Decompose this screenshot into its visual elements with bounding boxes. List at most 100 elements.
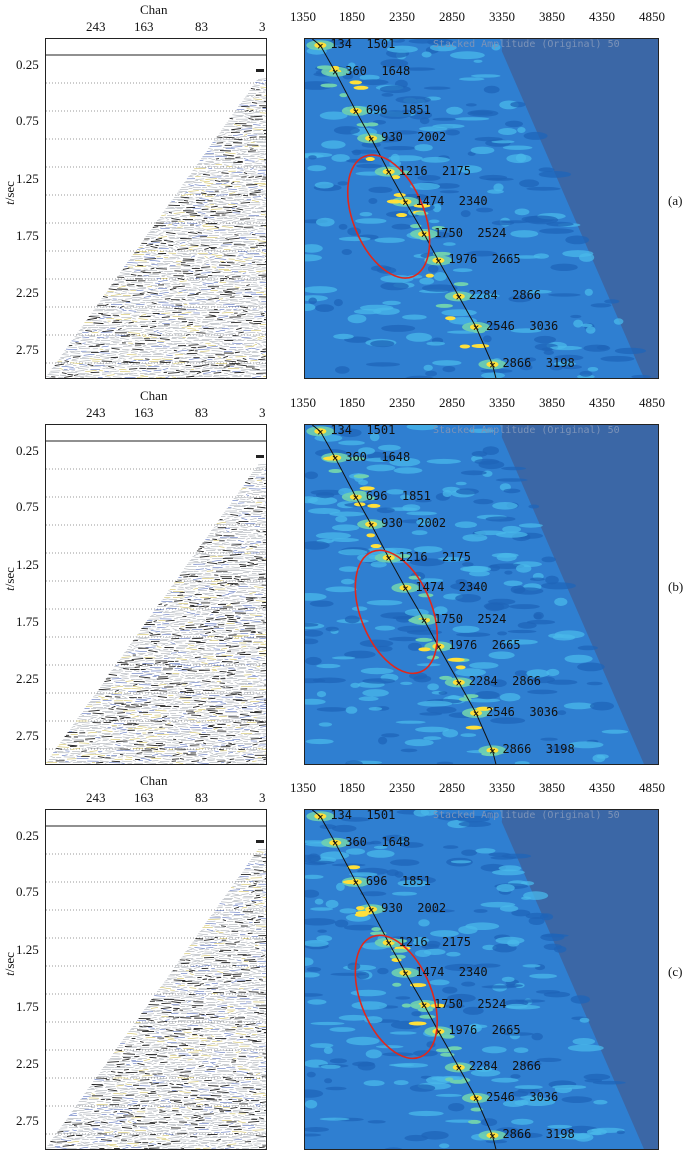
trace-segment bbox=[175, 246, 178, 248]
trace-segment bbox=[200, 547, 205, 548]
semblance-svg: ××××××××××× bbox=[305, 39, 659, 379]
trace-segment bbox=[193, 255, 197, 256]
trace-segment bbox=[208, 760, 215, 761]
trace-segment bbox=[231, 503, 237, 504]
trace-segment bbox=[85, 739, 95, 740]
trace-segment bbox=[189, 185, 195, 186]
trace-segment bbox=[144, 259, 156, 260]
trace-segment bbox=[98, 756, 105, 757]
trace-segment bbox=[217, 137, 223, 138]
trace-segment bbox=[120, 338, 129, 339]
semblance-blob bbox=[369, 707, 383, 711]
semblance-blob bbox=[382, 301, 401, 305]
trace-segment bbox=[227, 927, 235, 929]
trace-segment bbox=[251, 483, 257, 484]
time-tick: 0.25 bbox=[16, 57, 39, 73]
trace-segment bbox=[100, 714, 104, 716]
trace-segment bbox=[190, 304, 196, 305]
trace-segment bbox=[81, 751, 86, 752]
time-axis-label-var: t bbox=[2, 587, 17, 591]
semblance-blob bbox=[526, 187, 560, 191]
trace-segment bbox=[63, 353, 68, 354]
trace-segment bbox=[250, 158, 258, 159]
semblance-blob bbox=[455, 521, 477, 528]
trace-segment bbox=[173, 316, 184, 317]
trace-segment bbox=[113, 377, 122, 378]
trace-segment bbox=[130, 662, 141, 663]
trace-segment bbox=[103, 744, 113, 745]
trace-segment bbox=[265, 851, 268, 852]
trace-segment bbox=[142, 699, 151, 700]
trace-segment bbox=[219, 202, 229, 203]
trace-segment bbox=[137, 711, 141, 712]
semblance-blob bbox=[440, 190, 459, 193]
trace-segment bbox=[203, 366, 209, 367]
trace-segment bbox=[260, 907, 265, 908]
trace-segment bbox=[235, 667, 246, 668]
trace-segment bbox=[165, 360, 173, 361]
trace-segment bbox=[195, 553, 206, 554]
trace-segment bbox=[181, 197, 190, 198]
trace-segment bbox=[183, 665, 191, 666]
trace-segment bbox=[245, 328, 253, 329]
trace-segment bbox=[258, 579, 267, 580]
semblance-blob bbox=[427, 683, 439, 690]
time-axis-label-unit: /sec bbox=[2, 952, 17, 972]
trace-segment bbox=[234, 186, 241, 187]
semblance-blob bbox=[486, 516, 516, 521]
trace-segment bbox=[146, 236, 156, 237]
trace-segment bbox=[261, 597, 267, 598]
velocity-tick: 4850 bbox=[639, 395, 665, 411]
trace-segment bbox=[131, 352, 137, 353]
trace-segment bbox=[179, 712, 182, 713]
trace-segment bbox=[236, 262, 240, 263]
trace-segment bbox=[246, 253, 249, 254]
trace-segment bbox=[219, 716, 228, 717]
trace-segment bbox=[188, 294, 199, 295]
trace-segment bbox=[176, 322, 186, 323]
trace-segment bbox=[249, 885, 256, 886]
trace-segment bbox=[195, 740, 204, 741]
trace-segment bbox=[213, 220, 223, 221]
trace-segment bbox=[151, 241, 162, 242]
trace-segment bbox=[204, 358, 207, 359]
trace-segment bbox=[222, 335, 232, 336]
trace-segment bbox=[52, 378, 64, 379]
trace-segment bbox=[120, 718, 125, 719]
trace-segment bbox=[137, 753, 143, 754]
trace-segment bbox=[249, 924, 253, 925]
trace-segment bbox=[184, 355, 196, 356]
trace-segment bbox=[143, 741, 149, 742]
trace-segment bbox=[222, 225, 226, 226]
trace-segment bbox=[138, 319, 147, 320]
trace-segment bbox=[244, 696, 253, 697]
trace-segment bbox=[204, 154, 214, 155]
trace-segment bbox=[243, 705, 252, 706]
trace-segment bbox=[252, 348, 260, 349]
trace-segment bbox=[203, 697, 213, 698]
trace-segment bbox=[166, 699, 176, 700]
time-tick: 0.25 bbox=[16, 443, 39, 459]
trace-segment bbox=[170, 348, 180, 349]
trace-segment bbox=[228, 709, 234, 710]
trace-segment bbox=[195, 581, 201, 582]
semblance-blob bbox=[492, 220, 514, 225]
trace-segment bbox=[178, 726, 188, 727]
pick-marker: × bbox=[385, 552, 392, 565]
semblance-blob bbox=[593, 754, 606, 762]
trace-segment bbox=[209, 600, 219, 601]
trace-segment bbox=[252, 146, 259, 147]
trace-segment bbox=[131, 360, 137, 361]
trace-segment bbox=[70, 343, 75, 344]
trace-segment bbox=[144, 374, 155, 375]
trace-segment bbox=[203, 542, 212, 543]
semblance-blob bbox=[443, 490, 452, 497]
trace-segment bbox=[236, 522, 240, 523]
trace-segment bbox=[126, 753, 137, 754]
trace-segment bbox=[186, 376, 194, 377]
trace-segment bbox=[167, 674, 170, 675]
trace-segment bbox=[210, 556, 217, 557]
semblance-blob bbox=[503, 489, 520, 494]
trace-segment bbox=[255, 705, 259, 706]
trace-segment bbox=[225, 132, 230, 133]
